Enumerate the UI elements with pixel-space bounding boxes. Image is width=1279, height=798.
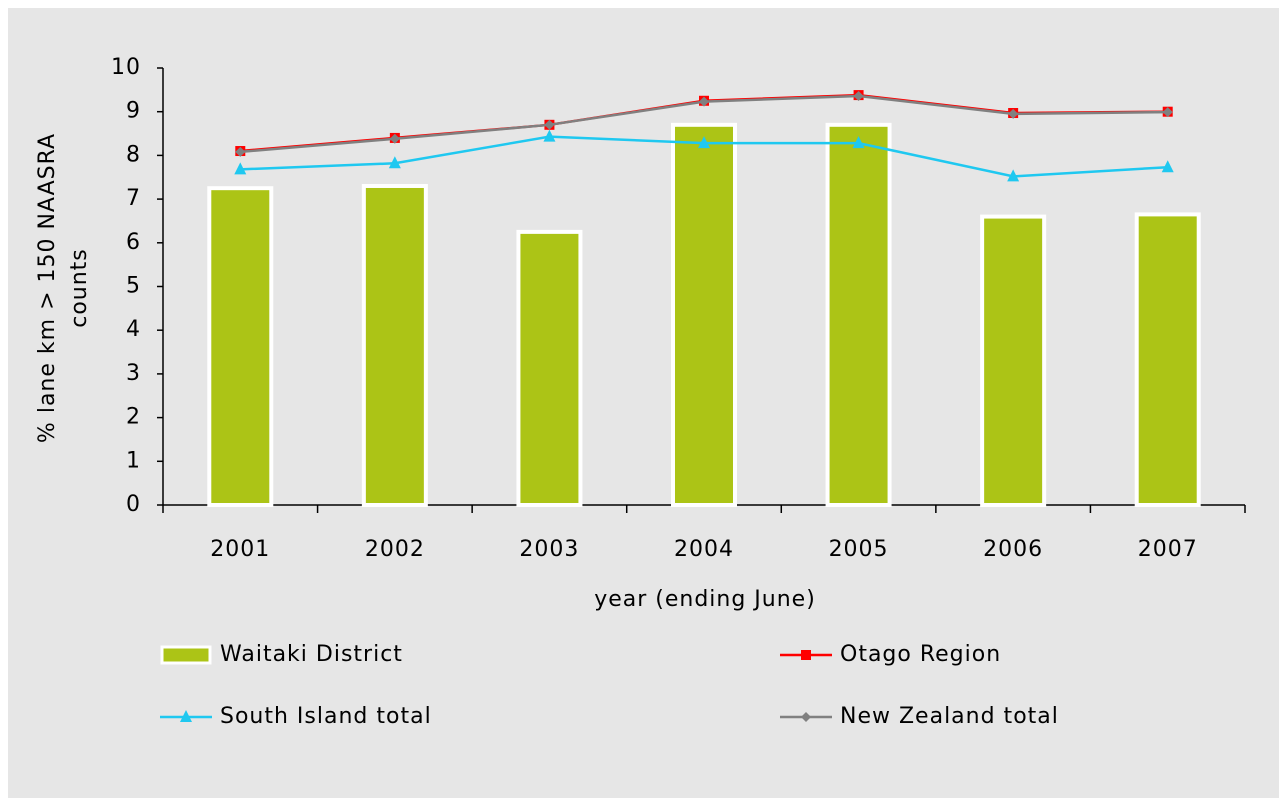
y-tick-label: 9 — [126, 99, 141, 124]
y-axis-label-line: % lane km > 150 NAASRA — [35, 133, 60, 443]
y-tick-label: 0 — [126, 492, 141, 517]
legend-item: Otago Region — [780, 642, 1001, 667]
legend-marker — [180, 710, 192, 722]
bar — [825, 122, 892, 507]
line-marker — [1007, 169, 1020, 182]
bar — [207, 186, 274, 508]
legend-label: South Island total — [220, 704, 432, 729]
bar — [671, 122, 737, 507]
line-marker — [1162, 107, 1173, 118]
line-marker — [389, 133, 400, 144]
legend-marker — [801, 650, 811, 660]
line-marker — [852, 136, 865, 149]
chart-background — [8, 8, 1279, 798]
legend-label: Otago Region — [840, 642, 1001, 667]
bar — [516, 229, 583, 507]
y-tick-label: 2 — [126, 405, 141, 430]
legend-label: New Zealand total — [840, 704, 1059, 729]
y-tick-label: 10 — [111, 55, 141, 80]
y-tick-label: 3 — [126, 361, 141, 386]
line-marker — [388, 156, 401, 169]
x-tick-label: 2004 — [674, 537, 734, 562]
line-marker — [1008, 108, 1019, 119]
x-tick-label: 2003 — [519, 537, 579, 562]
y-tick-label: 6 — [126, 230, 141, 255]
x-tick-label: 2007 — [1138, 537, 1198, 562]
line-marker — [1161, 160, 1174, 173]
y-tick-label: 4 — [126, 317, 141, 342]
y-tick-label: 1 — [126, 448, 141, 473]
x-tick-label: 2006 — [983, 537, 1043, 562]
line-marker — [698, 136, 710, 149]
line-marker — [543, 129, 556, 142]
legend-label: Waitaki District — [220, 642, 403, 667]
line-marker — [234, 162, 247, 175]
legend-item: New Zealand total — [780, 704, 1059, 729]
y-tick-label: 7 — [126, 186, 141, 211]
x-tick-label: 2001 — [210, 537, 270, 562]
y-tick-label: 5 — [126, 274, 141, 299]
legend-item: Waitaki District — [160, 642, 403, 667]
y-tick-label: 8 — [126, 142, 141, 167]
x-axis-label: year (ending June) — [594, 587, 816, 612]
legend-item: South Island total — [160, 704, 432, 729]
bar — [361, 183, 428, 508]
legend-marker — [801, 712, 811, 722]
y-axis-label: % lane km > 150 NAASRA counts — [35, 133, 92, 443]
bar — [980, 214, 1047, 508]
bar — [1134, 212, 1201, 508]
legend-swatch — [160, 645, 212, 665]
x-tick-label: 2002 — [365, 537, 425, 562]
line-marker — [853, 90, 864, 101]
line-marker — [699, 96, 709, 107]
y-axis-label-line: counts — [67, 248, 92, 328]
line-marker — [544, 119, 555, 130]
line-marker — [235, 146, 246, 157]
x-tick-label: 2005 — [829, 537, 889, 562]
